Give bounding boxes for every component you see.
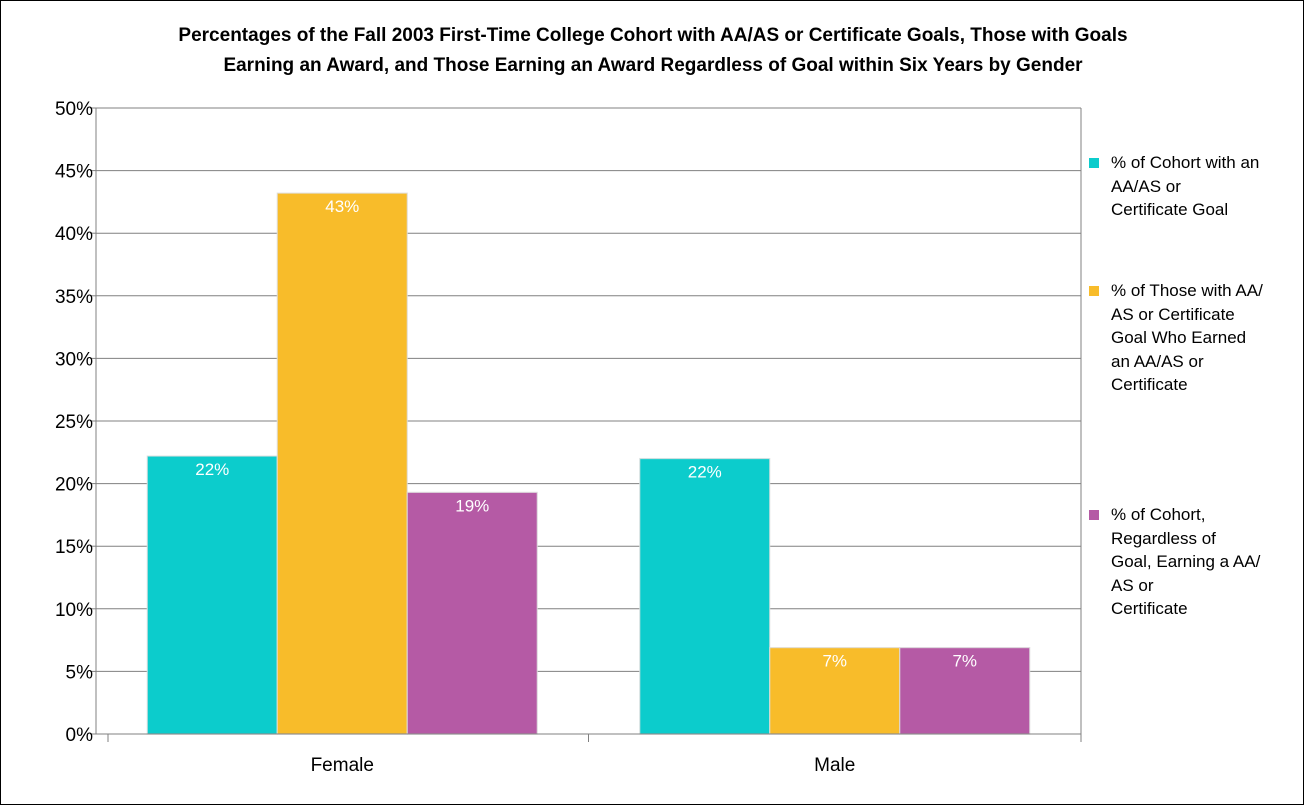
bar-female-series-2: [276, 192, 408, 735]
y-tick-label: 40%: [55, 224, 93, 245]
legend-swatch-cohort-goal: [1089, 158, 1099, 168]
legend-label-line: AS or Certificate: [1111, 304, 1235, 324]
legend-label-earned-with-goal: % of Those with AA/ AS or Certificate Go…: [1111, 279, 1299, 397]
y-tick-label: 10%: [55, 600, 93, 621]
bar-value-label: 19%: [455, 496, 489, 515]
legend-label-line: Certificate Goal: [1111, 200, 1229, 219]
bar-male-series-1: [639, 457, 771, 735]
legend-label-earned-regardless: % of Cohort, Regardless of Goal, Earning…: [1111, 503, 1299, 621]
x-category-label: Female: [311, 755, 374, 776]
bar-value-label: 22%: [688, 463, 722, 482]
chart-title-line-2: Earning an Award, and Those Earning an A…: [223, 55, 1083, 76]
legend-swatch-earned-regardless: [1089, 510, 1099, 520]
legend-label-line: an AA/AS or: [1111, 351, 1204, 371]
legend-label-cohort-goal: % of Cohort with an AA/AS or Certificate…: [1111, 151, 1299, 222]
bar-value-label: 7%: [952, 652, 977, 671]
legend-label-line: Goal Who Earned: [1111, 328, 1247, 347]
y-tick-label: 25%: [55, 412, 93, 433]
legend-label-line: Regardless of: [1111, 528, 1216, 548]
labels: 0% 5% 10% 15% 20% 25% 30% 35% 40% 45% 50% 22% 43% 19%…: [55, 99, 977, 776]
bar-female-series-1: [146, 455, 278, 735]
legend-swatch-earned-with-goal: [1089, 286, 1099, 296]
legend-label-line: % of Those with AA/: [1111, 281, 1263, 300]
legend-label-line: AA/AS or: [1111, 176, 1181, 196]
bar-value-label: 22%: [195, 460, 229, 479]
legend-label-line: Goal, Earning a AA/: [1111, 552, 1261, 571]
y-tick-label: 45%: [55, 162, 93, 183]
y-tick-label: 15%: [55, 537, 93, 558]
legend-label-line: % of Cohort with an: [1111, 153, 1260, 172]
y-tick-label: 0%: [66, 725, 94, 746]
bars: [146, 192, 1031, 735]
legend-label-line: AS or: [1111, 575, 1154, 595]
y-tick-label: 50%: [55, 99, 93, 120]
chart-title-line-1: Percentages of the Fall 2003 First-Time …: [178, 25, 1128, 46]
x-category-label: Male: [814, 755, 855, 776]
legend-label-line: % of Cohort,: [1111, 505, 1206, 524]
bar-value-label: 43%: [325, 197, 359, 216]
axes: [90, 107, 1082, 742]
chart-title: Percentages of the Fall 2003 First-Time …: [21, 21, 1285, 81]
y-tick-label: 5%: [66, 662, 94, 683]
legend-label-line: Certificate: [1111, 375, 1188, 394]
y-tick-label: 20%: [55, 475, 93, 496]
bar-female-series-3: [406, 491, 538, 735]
bar-value-label: 7%: [822, 652, 847, 671]
y-tick-label: 35%: [55, 287, 93, 308]
y-tick-label: 30%: [55, 349, 93, 370]
legend-label-line: Certificate: [1111, 599, 1188, 618]
